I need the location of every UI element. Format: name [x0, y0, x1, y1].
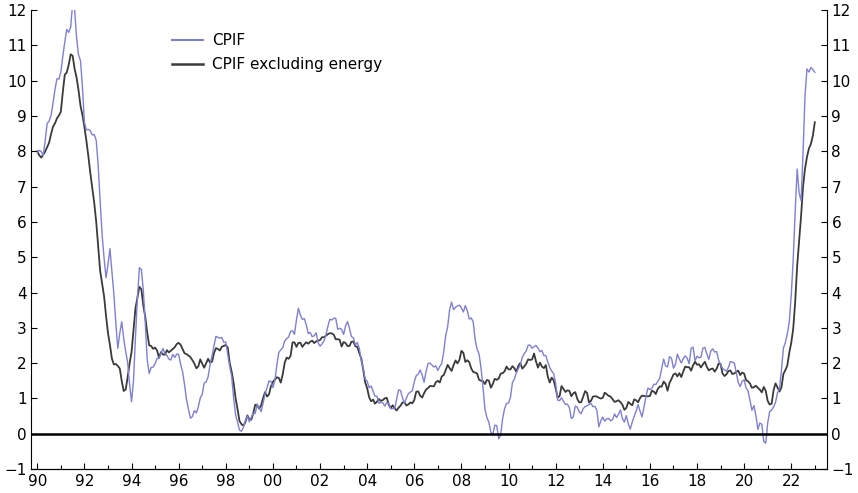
CPIF	[32, 150, 42, 156]
Legend: CPIF, CPIF excluding energy: CPIF, CPIF excluding energy	[166, 27, 389, 78]
CPIF	[776, 367, 787, 373]
CPIF excluding energy	[499, 368, 510, 374]
CPIF	[498, 416, 508, 422]
CPIF	[810, 70, 820, 75]
CPIF	[432, 367, 443, 373]
Line: CPIF: CPIF	[37, 3, 815, 443]
CPIF excluding energy	[435, 380, 445, 386]
CPIF	[68, 0, 78, 6]
CPIF	[34, 147, 45, 153]
CPIF excluding energy	[239, 423, 249, 428]
CPIF	[126, 399, 136, 405]
Line: CPIF excluding energy: CPIF excluding energy	[37, 54, 815, 425]
CPIF excluding energy	[156, 349, 166, 355]
CPIF excluding energy	[65, 51, 76, 57]
CPIF excluding energy	[776, 385, 787, 390]
CPIF excluding energy	[32, 148, 42, 154]
CPIF excluding energy	[810, 119, 820, 125]
CPIF	[760, 440, 770, 446]
CPIF excluding energy	[34, 152, 45, 158]
CPIF excluding energy	[126, 349, 136, 355]
CPIF	[156, 351, 166, 356]
